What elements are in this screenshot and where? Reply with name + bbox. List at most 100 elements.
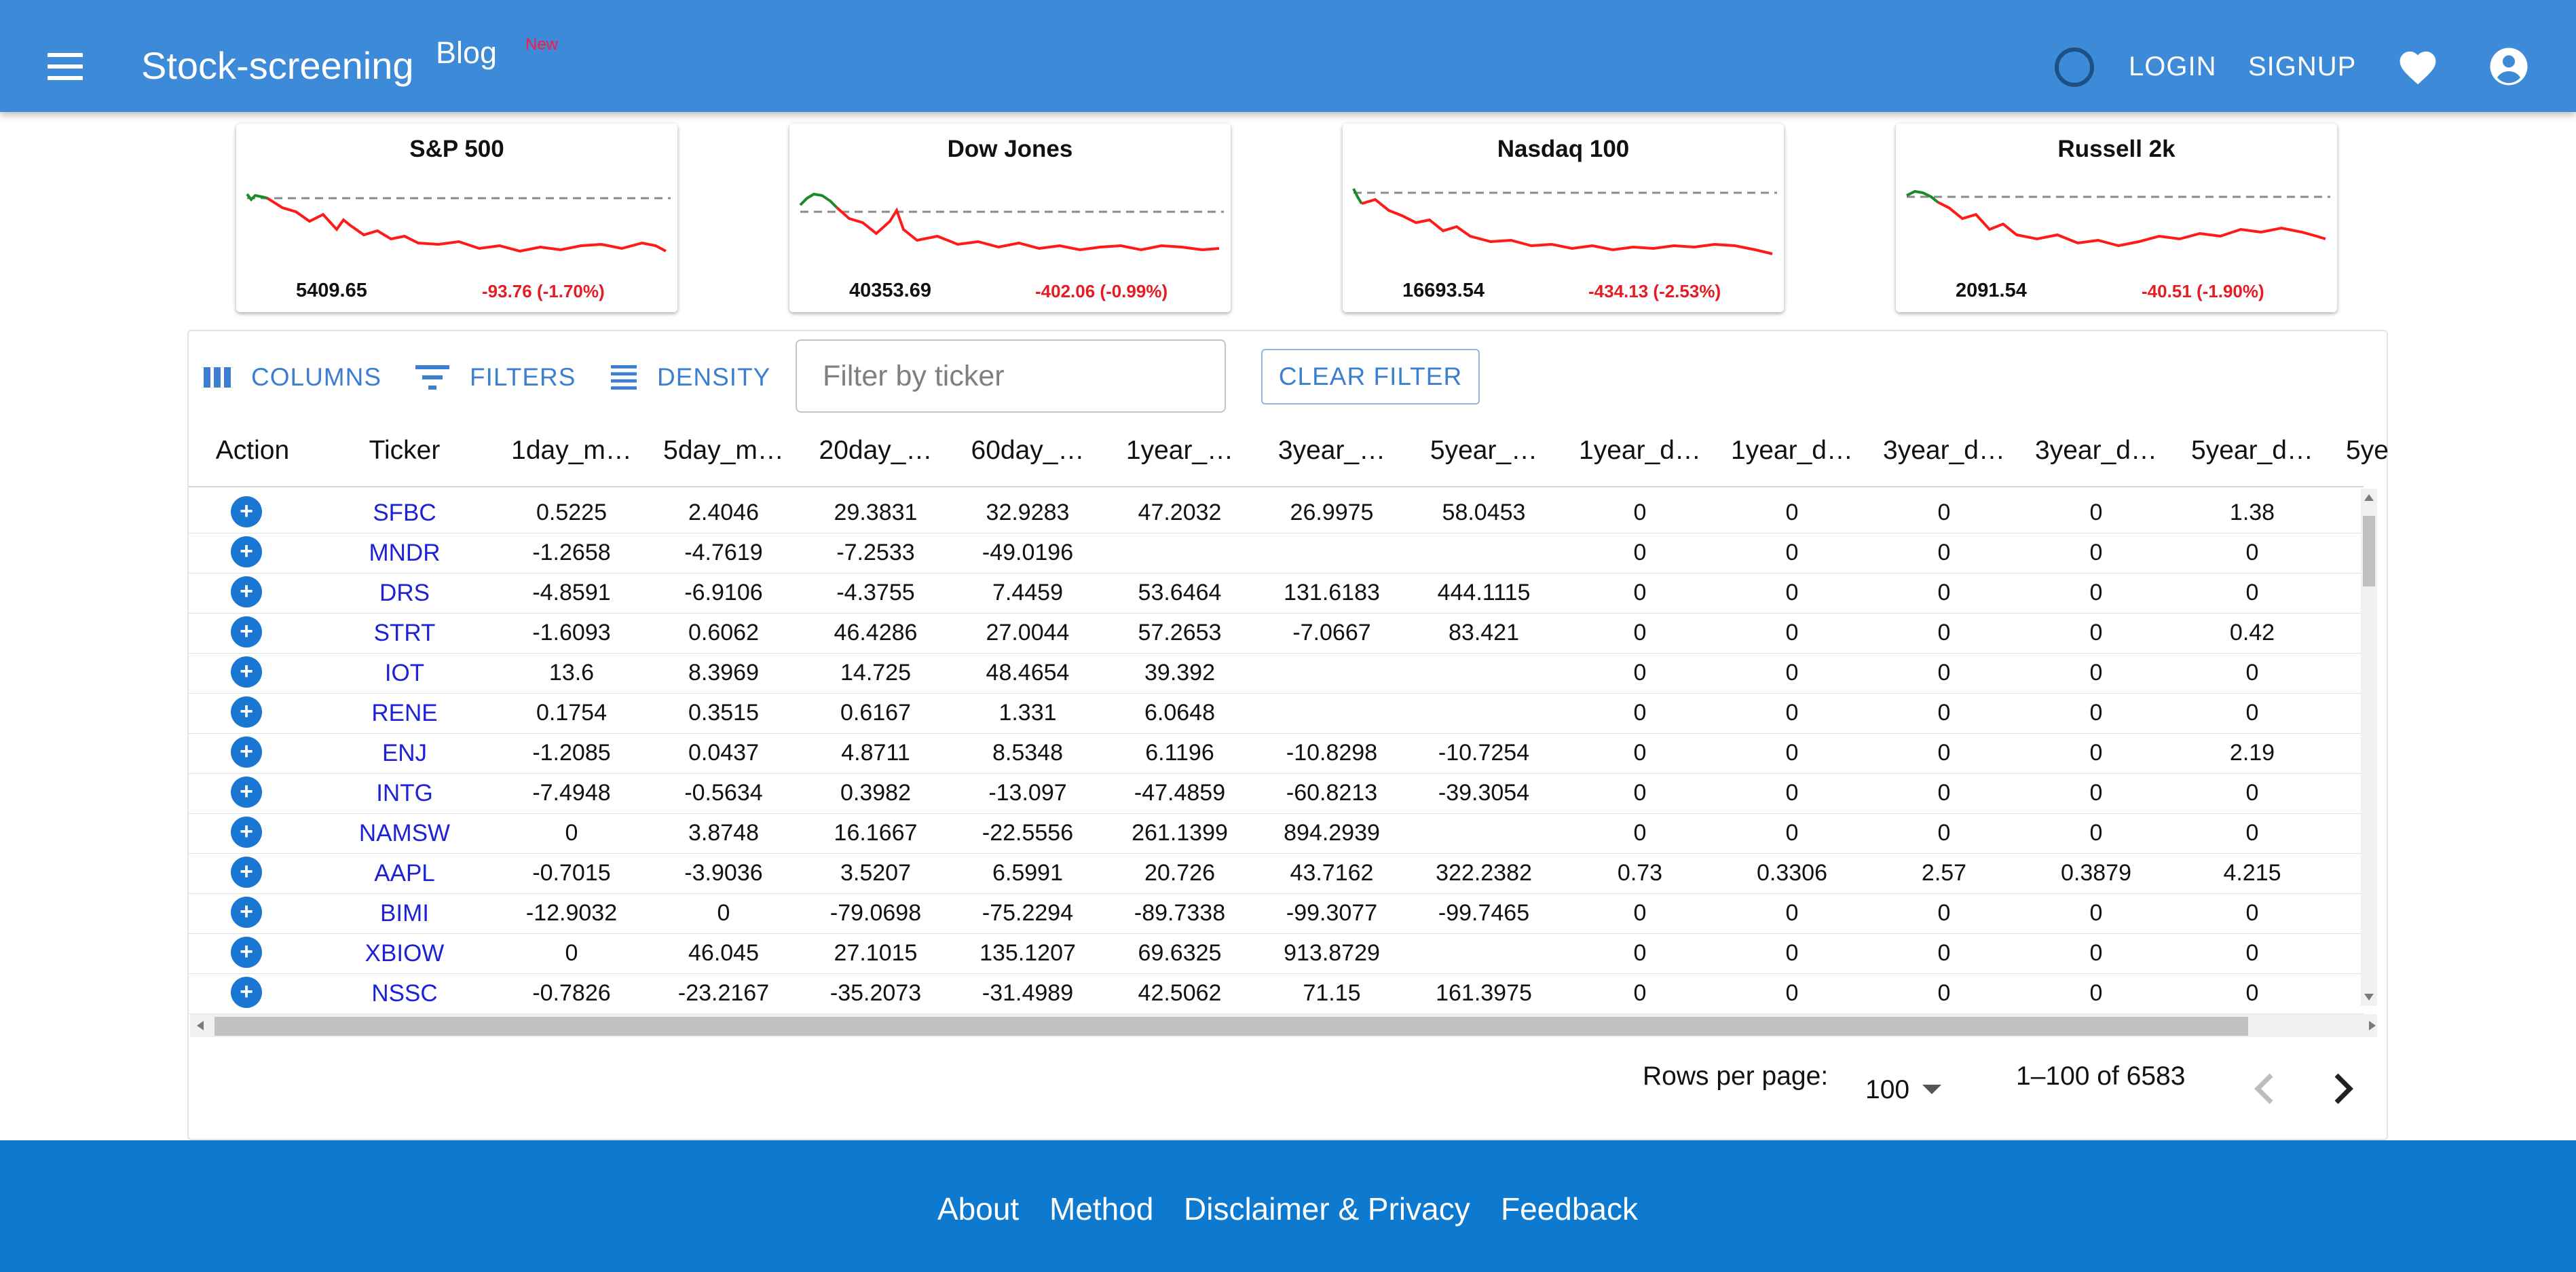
blog-link[interactable]: Blog	[436, 35, 498, 70]
add-to-watchlist-button[interactable]: +	[231, 817, 262, 848]
column-header[interactable]: 1year_d…	[1579, 436, 1701, 465]
column-header[interactable]: 1day_m…	[511, 436, 632, 465]
brand-title[interactable]: Stock-screening	[141, 44, 414, 87]
filter-list-icon	[415, 365, 449, 390]
table-cell: -35.2073	[829, 980, 922, 1006]
ticker-link[interactable]: XBIOW	[365, 940, 445, 967]
column-header[interactable]: 5year_…	[1430, 436, 1538, 465]
column-header-ticker[interactable]: Ticker	[369, 436, 441, 465]
add-to-watchlist-button[interactable]: +	[231, 736, 262, 768]
ticker-link[interactable]: IOT	[384, 660, 425, 686]
table-cell: 0	[2245, 540, 2259, 565]
scroll-right-arrow-icon[interactable]	[2369, 1021, 2376, 1030]
table-cell: 47.2032	[1138, 500, 1222, 525]
column-header[interactable]: 3year_d…	[2035, 436, 2157, 465]
row-divider	[189, 733, 2364, 734]
column-header[interactable]: 5ye	[2346, 436, 2389, 465]
index-card-russell-2k[interactable]: Russell 2k 2091.54 -40.51 (-1.90%)	[1896, 124, 2337, 312]
density-button[interactable]: DENSITY	[611, 357, 770, 398]
signup-button[interactable]: SIGNUP	[2248, 52, 2357, 81]
add-to-watchlist-button[interactable]: +	[231, 937, 262, 968]
heart-icon[interactable]	[2396, 46, 2440, 86]
table-cell: 0	[1937, 540, 1951, 565]
table-cell: -10.7254	[1438, 740, 1530, 766]
add-to-watchlist-button[interactable]: +	[231, 777, 262, 808]
next-page-icon[interactable]	[2328, 1071, 2355, 1106]
scroll-left-arrow-icon[interactable]	[197, 1021, 204, 1030]
column-header[interactable]: 5day_m…	[663, 436, 784, 465]
ticker-link[interactable]: MNDR	[369, 540, 441, 566]
column-header[interactable]: 1year_…	[1125, 436, 1234, 465]
horizontal-scroll-thumb[interactable]	[214, 1017, 2248, 1036]
table-cell: 57.2653	[1138, 620, 1222, 646]
table-cell: 46.4286	[834, 620, 918, 646]
index-card-sp500[interactable]: S&P 500 5409.65 -93.76 (-1.70%)	[236, 124, 677, 312]
dropdown-arrow-icon[interactable]	[1922, 1085, 1941, 1094]
column-header[interactable]: 3year_d…	[1883, 436, 2005, 465]
vertical-scroll-thumb[interactable]	[2363, 516, 2375, 586]
index-sparkline	[246, 193, 671, 253]
ticker-link[interactable]: DRS	[379, 580, 430, 606]
scroll-up-arrow-icon[interactable]	[2364, 494, 2374, 501]
table-cell: 32.9283	[986, 500, 1070, 525]
column-header[interactable]: 20day_…	[819, 436, 933, 465]
view-column-icon	[204, 367, 231, 388]
ticker-link[interactable]: SFBC	[373, 500, 436, 526]
ticker-link[interactable]: NAMSW	[358, 820, 451, 846]
clear-filter-button[interactable]: CLEAR FILTER	[1261, 349, 1480, 405]
footer-link-disclaimer[interactable]: Disclaimer & Privacy	[1184, 1191, 1470, 1227]
table-cell: -4.3755	[836, 580, 915, 605]
previous-page-icon[interactable]	[2252, 1071, 2279, 1106]
table-cell: 0	[2245, 900, 2259, 926]
index-card-nasdaq-100[interactable]: Nasdaq 100 16693.54 -434.13 (-2.53%)	[1343, 124, 1784, 312]
login-button[interactable]: LOGIN	[2129, 52, 2217, 81]
scroll-down-arrow-icon[interactable]	[2364, 994, 2374, 1000]
table-cell: 53.6464	[1138, 580, 1222, 605]
table-cell: 20.726	[1144, 860, 1215, 886]
add-to-watchlist-button[interactable]: +	[231, 897, 262, 928]
column-header[interactable]: 1year_d…	[1731, 436, 1853, 465]
ticker-link[interactable]: ENJ	[381, 740, 428, 766]
add-to-watchlist-button[interactable]: +	[231, 656, 262, 688]
ticker-link[interactable]: INTG	[376, 780, 433, 806]
ticker-link[interactable]: STRT	[373, 620, 436, 646]
ticker-link[interactable]: AAPL	[374, 860, 435, 886]
footer-link-method[interactable]: Method	[1049, 1191, 1154, 1227]
ticker-link[interactable]: BIMI	[380, 900, 429, 927]
footer-link-feedback[interactable]: Feedback	[1501, 1191, 1639, 1227]
footer-link-about[interactable]: About	[937, 1191, 1020, 1227]
account-circle-icon[interactable]	[2488, 46, 2529, 87]
ticker-link[interactable]: RENE	[371, 700, 438, 726]
add-to-watchlist-button[interactable]: +	[231, 576, 262, 607]
column-header[interactable]: 60day_…	[971, 436, 1085, 465]
column-header[interactable]: 5year_d…	[2191, 436, 2313, 465]
table-cell: 0	[1633, 820, 1647, 846]
add-to-watchlist-button[interactable]: +	[231, 696, 262, 728]
index-card-dow-jones[interactable]: Dow Jones 40353.69 -402.06 (-0.99%)	[789, 124, 1231, 312]
table-cell: 0	[2245, 820, 2259, 846]
menu-icon[interactable]	[48, 53, 83, 80]
add-to-watchlist-button[interactable]: +	[231, 977, 262, 1008]
columns-button[interactable]: COLUMNS	[204, 357, 381, 398]
new-badge: New	[525, 35, 559, 54]
filters-button[interactable]: FILTERS	[415, 357, 576, 398]
table-cell: 0.1754	[536, 700, 607, 726]
table-cell: 1.38	[2229, 500, 2275, 525]
add-to-watchlist-button[interactable]: +	[231, 616, 262, 648]
table-cell: 0	[1937, 580, 1951, 605]
add-to-watchlist-button[interactable]: +	[231, 857, 262, 888]
rows-per-page-label: Rows per page:	[1643, 1062, 1829, 1091]
add-to-watchlist-button[interactable]: +	[231, 496, 262, 527]
table-cell: 0	[1633, 580, 1647, 605]
table-cell: -47.4859	[1134, 780, 1226, 806]
table-cell: 0	[1937, 820, 1951, 846]
table-cell: 0	[2089, 900, 2103, 926]
ticker-filter-input[interactable]	[796, 339, 1226, 413]
column-header[interactable]: 3year_…	[1277, 436, 1386, 465]
ticker-link[interactable]: NSSC	[371, 980, 438, 1007]
rows-per-page-select[interactable]: 100	[1865, 1075, 1910, 1104]
table-cell: 131.6183	[1284, 580, 1380, 605]
row-divider	[189, 693, 2364, 694]
column-header-action[interactable]: Action	[215, 436, 290, 465]
add-to-watchlist-button[interactable]: +	[231, 536, 262, 567]
